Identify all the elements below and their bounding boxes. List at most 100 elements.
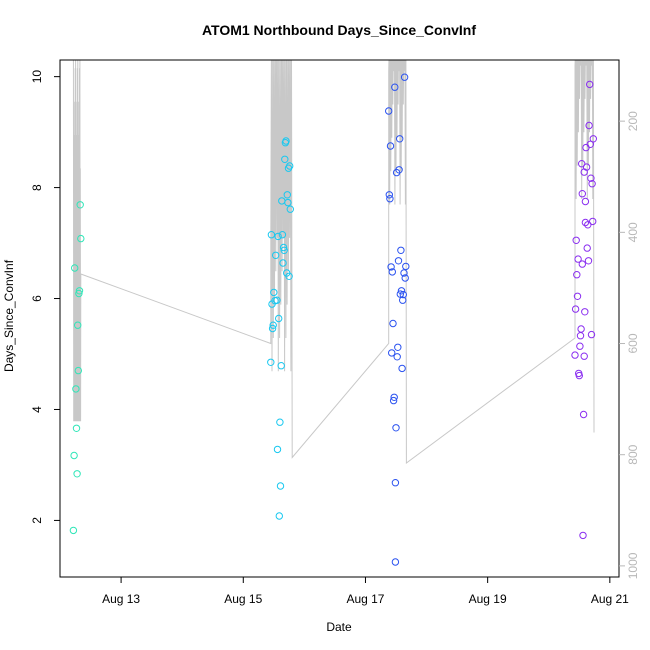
- data-point: [388, 268, 396, 276]
- data-point: [394, 257, 403, 265]
- data-point: [75, 289, 83, 298]
- series-2: [267, 137, 294, 520]
- data-point: [580, 352, 588, 360]
- data-point: [389, 396, 398, 405]
- data-point: [583, 244, 591, 252]
- data-point: [575, 371, 583, 380]
- y-tick-label: 8: [30, 184, 44, 191]
- data-point: [587, 174, 595, 182]
- data-point: [281, 155, 289, 164]
- data-point: [571, 351, 579, 359]
- data-point: [587, 330, 596, 339]
- data-point: [388, 349, 396, 357]
- data-point: [386, 195, 394, 203]
- data-point: [585, 121, 593, 130]
- x-tick-label: Aug 15: [224, 592, 262, 606]
- data-point: [286, 205, 294, 213]
- series-3: [385, 73, 410, 566]
- data-point: [580, 168, 588, 176]
- data-point: [398, 364, 406, 373]
- data-point: [285, 272, 293, 280]
- data-point: [574, 255, 582, 263]
- y-axis-label: Days_Since_ConvInf: [2, 259, 16, 372]
- data-point: [386, 142, 395, 150]
- data-point: [579, 410, 588, 419]
- data-point: [389, 319, 397, 328]
- data-point: [573, 292, 582, 300]
- data-point: [72, 424, 81, 432]
- secondary-y-tick-label: 600: [626, 333, 640, 353]
- data-point: [400, 73, 409, 81]
- connecting-line-layer: [72, 60, 595, 464]
- x-tick-label: Aug 13: [102, 592, 140, 606]
- data-point: [401, 274, 409, 282]
- data-point: [584, 257, 593, 265]
- data-point: [581, 308, 589, 316]
- data-point: [273, 296, 281, 304]
- data-point: [588, 180, 596, 188]
- data-point: [69, 526, 78, 535]
- data-point: [576, 342, 584, 350]
- data-point: [399, 290, 407, 299]
- data-point: [282, 137, 290, 145]
- data-point: [74, 321, 82, 329]
- data-point: [270, 288, 278, 297]
- data-point: [589, 135, 597, 143]
- data-point: [586, 140, 594, 149]
- data-point: [275, 512, 283, 520]
- data-point: [279, 259, 287, 267]
- data-point: [572, 236, 580, 245]
- data-point: [399, 296, 407, 304]
- secondary-y-tick-label: 800: [626, 444, 640, 464]
- data-point: [269, 321, 277, 329]
- data-point: [395, 166, 403, 174]
- data-point: [589, 217, 597, 226]
- data-point: [75, 287, 84, 295]
- data-point: [396, 135, 404, 143]
- data-point: [578, 260, 586, 268]
- data-point: [275, 314, 283, 323]
- y-tick-label: 10: [30, 70, 44, 84]
- data-point: [74, 366, 83, 375]
- data-point: [391, 479, 400, 487]
- data-point: [393, 353, 401, 361]
- data-point: [391, 83, 399, 91]
- data-point: [274, 232, 282, 241]
- data-point: [396, 290, 404, 298]
- data-point: [276, 482, 285, 490]
- data-point: [73, 470, 81, 478]
- secondary-y-tick-label: 1000: [626, 552, 640, 579]
- connecting-line: [72, 60, 595, 464]
- data-point: [391, 558, 400, 566]
- data-point: [576, 332, 585, 340]
- data-point: [72, 385, 80, 393]
- data-point: [573, 271, 581, 279]
- data-point: [77, 234, 85, 243]
- data-point: [578, 160, 586, 168]
- data-point: [586, 80, 594, 89]
- data-point: [284, 198, 292, 207]
- data-point: [397, 246, 405, 255]
- data-point: [385, 107, 393, 115]
- data-point: [577, 325, 585, 333]
- data-point: [392, 424, 400, 432]
- data-point: [397, 287, 406, 295]
- data-points-layer: [69, 73, 597, 566]
- data-point: [578, 190, 586, 198]
- data-point: [267, 231, 276, 239]
- secondary-y-tick-label: 200: [626, 111, 640, 131]
- plot-frame: [59, 59, 620, 578]
- data-point: [267, 358, 275, 366]
- data-point: [278, 231, 287, 239]
- data-point: [279, 243, 288, 252]
- y-tick-label: 6: [30, 295, 44, 302]
- data-point: [581, 197, 590, 206]
- data-point: [76, 201, 84, 209]
- data-point: [571, 305, 580, 313]
- data-point: [277, 362, 285, 370]
- data-point: [584, 221, 592, 229]
- data-point: [385, 191, 393, 199]
- data-point: [273, 445, 282, 454]
- y-tick-label: 2: [30, 517, 44, 524]
